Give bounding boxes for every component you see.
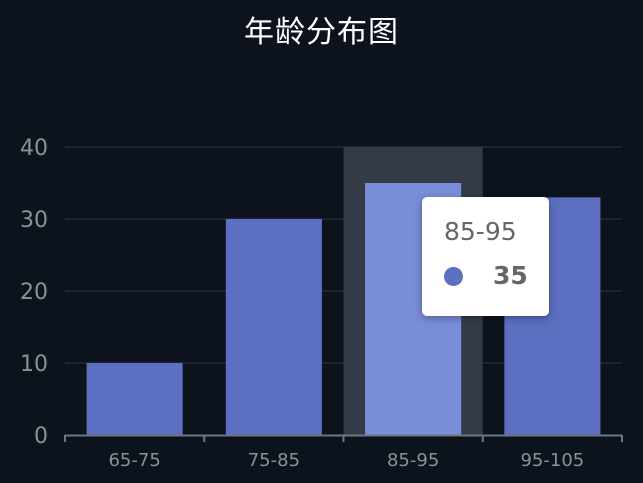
axes: 0 10 20 30 40 65-75 75-85 85-95 95-105 [20,136,623,471]
x-tick-label: 95-105 [520,450,584,471]
tooltip-title: 85-95 [444,217,517,246]
tooltip-value: 35 [493,261,528,290]
x-tick-label: 85-95 [387,450,439,471]
tooltip-row: 35 [444,259,549,293]
bar-65-75[interactable] [86,363,183,435]
tooltip: 85-95 35 [422,197,549,316]
y-tick-label: 20 [20,280,48,305]
chart-title: 年龄分布图 [244,15,399,50]
y-tick-label: 40 [20,136,48,161]
tooltip-series-marker-icon [444,266,463,286]
y-tick-label: 30 [20,208,48,233]
bar-75-85[interactable] [225,219,322,435]
x-tick-label: 75-85 [248,450,300,471]
y-tick-label: 0 [34,424,48,449]
y-tick-label: 10 [20,352,48,377]
x-tick-label: 65-75 [108,450,160,471]
